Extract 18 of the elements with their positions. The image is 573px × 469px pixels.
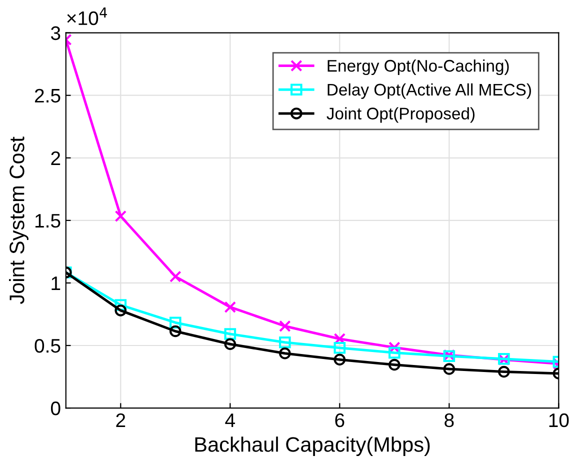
x-axis-title: Backhaul Capacity(Mbps) bbox=[195, 436, 430, 456]
x-tick-label: 2 bbox=[116, 413, 126, 427]
x-tick-label: 4 bbox=[225, 414, 235, 427]
y-tick-label: 0.5 bbox=[34, 338, 60, 353]
legend-label: Delay Opt(Active All MECS) bbox=[328, 83, 531, 99]
y-axis-title: Joint System Cost bbox=[9, 136, 28, 304]
y-tick-label: 2.5 bbox=[34, 88, 60, 103]
x-tick-label: 6 bbox=[335, 413, 344, 428]
legend-label: Joint Opt(Proposed) bbox=[326, 107, 475, 123]
y-tick-label: 0 bbox=[50, 402, 60, 416]
y-tick-label: 2 bbox=[51, 151, 60, 165]
y-tick-label: 1 bbox=[52, 276, 60, 290]
x-tick-label: 10 bbox=[549, 413, 569, 428]
text: ×10$^{4}$ bbox=[67, 8, 107, 26]
legend-label: Energy Opt(No-Caching) bbox=[328, 59, 509, 76]
y-tick-label: 1.5 bbox=[35, 214, 60, 228]
x-tick-label: 8 bbox=[444, 413, 454, 428]
y-tick-label: 3 bbox=[50, 26, 60, 40]
